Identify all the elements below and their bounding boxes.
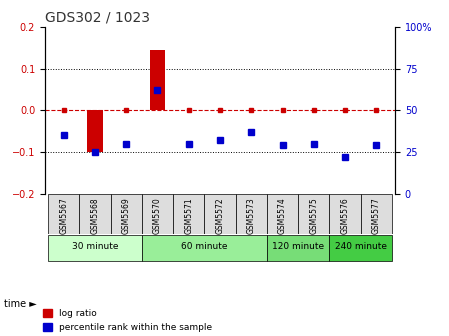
- Bar: [87, 110, 103, 152]
- Bar: [267, 194, 298, 234]
- Text: GSM5571: GSM5571: [184, 198, 193, 234]
- Bar: [110, 194, 142, 234]
- Text: GSM5568: GSM5568: [90, 198, 99, 234]
- Text: GDS302 / 1023: GDS302 / 1023: [45, 10, 150, 24]
- Bar: [79, 194, 110, 234]
- Legend: log ratio, percentile rank within the sample: log ratio, percentile rank within the sa…: [40, 307, 215, 335]
- Bar: [298, 194, 330, 234]
- Bar: [142, 194, 173, 234]
- Bar: [204, 194, 236, 234]
- Text: GSM5567: GSM5567: [59, 198, 68, 235]
- Bar: [142, 235, 267, 261]
- Bar: [330, 194, 361, 234]
- Text: GSM5573: GSM5573: [247, 198, 256, 235]
- Text: 60 minute: 60 minute: [181, 242, 228, 251]
- Text: GSM5572: GSM5572: [216, 198, 224, 234]
- Bar: [236, 194, 267, 234]
- Bar: [48, 235, 142, 261]
- Text: GSM5577: GSM5577: [372, 198, 381, 235]
- Bar: [330, 235, 392, 261]
- Bar: [48, 194, 79, 234]
- Text: GSM5569: GSM5569: [122, 198, 131, 235]
- Text: GSM5570: GSM5570: [153, 198, 162, 235]
- Text: GSM5576: GSM5576: [341, 198, 350, 235]
- Text: 30 minute: 30 minute: [72, 242, 118, 251]
- Text: GSM5575: GSM5575: [309, 198, 318, 235]
- Text: 240 minute: 240 minute: [335, 242, 387, 251]
- Bar: [173, 194, 204, 234]
- Bar: [267, 235, 330, 261]
- Bar: [150, 50, 165, 110]
- Text: time ►: time ►: [4, 299, 37, 309]
- Bar: [361, 194, 392, 234]
- Text: 120 minute: 120 minute: [272, 242, 324, 251]
- Text: GSM5574: GSM5574: [278, 198, 287, 235]
